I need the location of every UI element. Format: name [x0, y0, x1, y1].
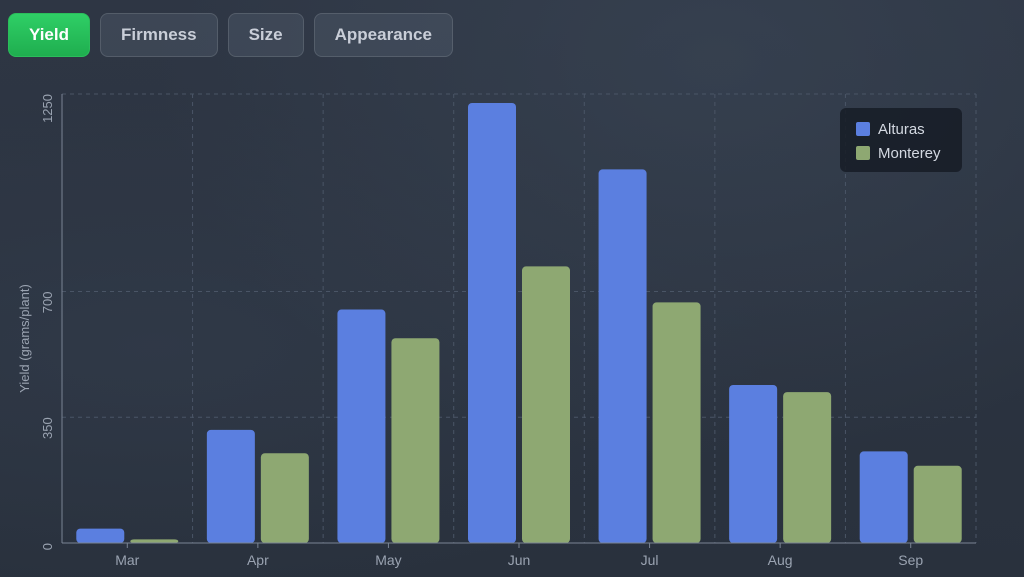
tab-size[interactable]: Size — [227, 13, 304, 57]
y-tick-label: 700 — [40, 292, 55, 314]
grid-layer — [61, 93, 977, 543]
bar-alturas-jul[interactable] — [598, 169, 647, 543]
x-tick-label: May — [375, 552, 401, 568]
tab-firmness[interactable]: Firmness — [100, 13, 218, 57]
bar-monterey-sep[interactable] — [913, 465, 962, 543]
x-tick-label: Sep — [898, 552, 923, 568]
x-tick-label: Jun — [508, 552, 531, 568]
y-tick-label: 350 — [40, 417, 55, 439]
tab-yield[interactable]: Yield — [8, 13, 90, 57]
legend-label-monterey: Monterey — [878, 144, 941, 162]
axis-layer: 0 350 700 1250 Mar Apr May Jun Jul Aug Sep Yield (g… — [17, 94, 976, 568]
bar-alturas-may[interactable] — [337, 309, 386, 543]
x-tick-label: Jul — [641, 552, 659, 568]
bar-monterey-jul[interactable] — [652, 302, 701, 543]
bar-layer — [76, 102, 962, 544]
bar-monterey-apr[interactable] — [260, 453, 309, 543]
bar-monterey-mar[interactable] — [130, 539, 179, 543]
y-tick-label: 1250 — [40, 94, 55, 123]
bar-alturas-jun[interactable] — [468, 102, 516, 544]
x-tick-label: Mar — [115, 552, 139, 568]
chart-container: 0 350 700 1250 Mar Apr May Jun Jul Aug Sep Yield (g… — [0, 70, 1024, 577]
legend-label-alturas: Alturas — [878, 120, 925, 138]
bar-alturas-aug[interactable] — [729, 384, 778, 543]
x-tick-label: Aug — [768, 552, 793, 568]
bar-alturas-apr[interactable] — [206, 429, 255, 543]
chart-legend: Alturas Monterey — [840, 108, 962, 172]
bar-alturas-mar[interactable] — [76, 528, 125, 543]
bar-monterey-may[interactable] — [391, 338, 440, 543]
y-tick-label: 0 — [40, 543, 55, 550]
legend-swatch-alturas — [856, 122, 870, 136]
legend-item-alturas[interactable]: Alturas — [856, 118, 946, 140]
y-axis-title: Yield (grams/plant) — [17, 284, 32, 393]
x-tick-label: Apr — [247, 552, 269, 568]
bar-alturas-sep[interactable] — [859, 451, 908, 543]
bar-monterey-aug[interactable] — [783, 392, 832, 543]
legend-swatch-monterey — [856, 146, 870, 160]
metric-tabs: Yield Firmness Size Appearance — [8, 13, 453, 57]
tab-appearance[interactable]: Appearance — [313, 13, 453, 57]
bar-monterey-jun[interactable] — [522, 266, 570, 543]
legend-item-monterey[interactable]: Monterey — [856, 142, 946, 164]
bar-chart: 0 350 700 1250 Mar Apr May Jun Jul Aug Sep Yield (g… — [17, 93, 977, 568]
